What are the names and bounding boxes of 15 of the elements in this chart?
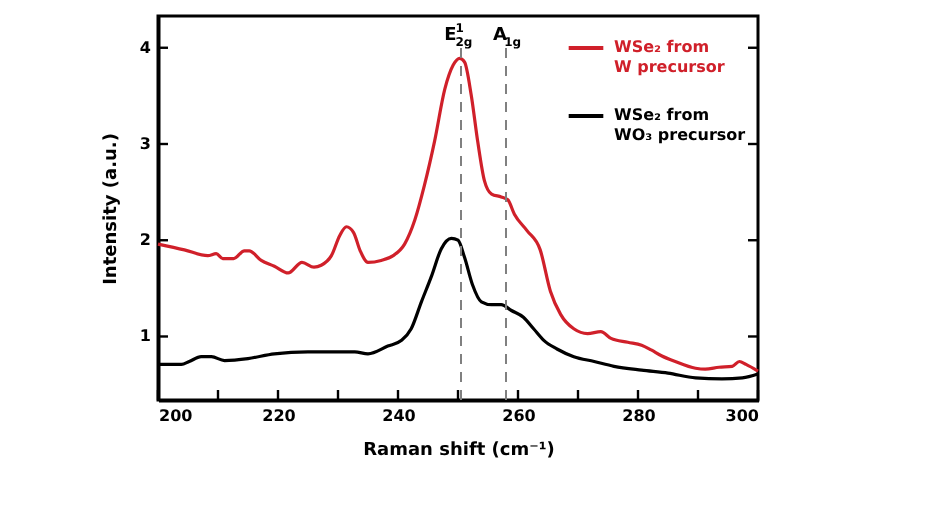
x-tick-label: 300 [725,407,760,425]
x-tick-label: 260 [502,407,537,425]
x-tick-label: 280 [622,407,657,425]
y-tick-label: 3 [139,135,151,153]
x-tick-label: 240 [382,407,417,425]
legend-label: WSe₂ from WO₃ precursor [614,106,746,144]
line-series [156,56,760,373]
y-tick-label: 4 [139,38,152,57]
x-axis-title: Raman shift (cm⁻¹) [363,441,555,461]
legend-label: WSe₂ from W precursor [614,38,725,76]
x-tick-label: 220 [262,407,297,425]
y-axis-title: Intensity (a.u.) [101,133,122,285]
x-tick-label: 200 [159,407,194,425]
y-tick-label: 1 [139,327,152,346]
y-tick-label: 2 [139,231,151,250]
